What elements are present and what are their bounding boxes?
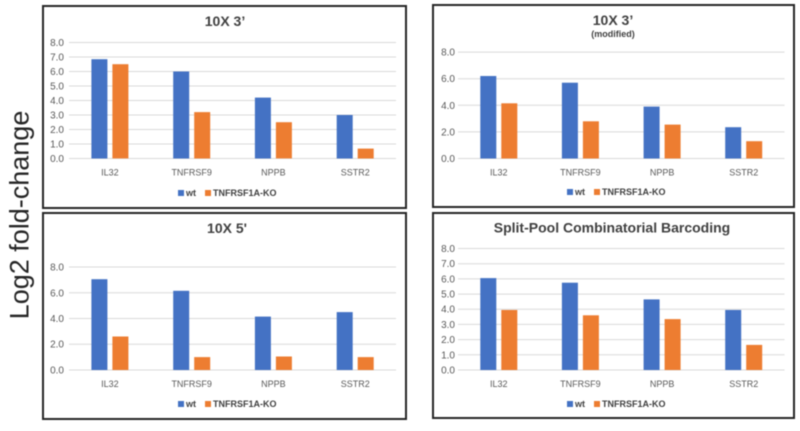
svg-text:IL32: IL32 bbox=[490, 379, 508, 389]
svg-text:1.0: 1.0 bbox=[441, 350, 455, 361]
svg-text:TNFRSF1A-KO: TNFRSF1A-KO bbox=[602, 399, 666, 409]
svg-text:TNFRSF1A-KO: TNFRSF1A-KO bbox=[213, 188, 277, 198]
svg-text:TNFRSF1A-KO: TNFRSF1A-KO bbox=[602, 187, 666, 197]
svg-text:1.0: 1.0 bbox=[50, 140, 64, 151]
svg-text:3.0: 3.0 bbox=[50, 111, 64, 122]
svg-text:10X 3’: 10X 3’ bbox=[205, 13, 245, 29]
svg-text:6.0: 6.0 bbox=[441, 74, 455, 85]
svg-text:wt: wt bbox=[574, 399, 585, 409]
svg-text:IL32: IL32 bbox=[101, 379, 119, 389]
svg-text:10X 3’: 10X 3’ bbox=[593, 12, 633, 28]
svg-text:8.0: 8.0 bbox=[441, 244, 455, 255]
svg-text:wt: wt bbox=[574, 187, 585, 197]
svg-text:SSTR2: SSTR2 bbox=[729, 379, 758, 389]
svg-text:TNFRSF9: TNFRSF9 bbox=[171, 379, 212, 389]
svg-text:0.0: 0.0 bbox=[50, 366, 64, 377]
svg-text:8.0: 8.0 bbox=[50, 263, 64, 274]
svg-text:wt: wt bbox=[185, 399, 196, 409]
svg-text:8.0: 8.0 bbox=[50, 38, 64, 49]
svg-text:IL32: IL32 bbox=[490, 167, 508, 177]
svg-text:wt: wt bbox=[185, 188, 196, 198]
svg-text:4.0: 4.0 bbox=[50, 314, 64, 325]
svg-text:SSTR2: SSTR2 bbox=[729, 167, 758, 177]
svg-text:2.0: 2.0 bbox=[50, 125, 64, 136]
svg-text:TNFRSF9: TNFRSF9 bbox=[560, 379, 601, 389]
svg-text:4.0: 4.0 bbox=[50, 96, 64, 107]
svg-text:TNFRSF1A-KO: TNFRSF1A-KO bbox=[213, 399, 277, 409]
svg-text:0.0: 0.0 bbox=[441, 154, 455, 165]
svg-text:NPPB: NPPB bbox=[261, 167, 286, 177]
svg-text:7.0: 7.0 bbox=[50, 53, 64, 64]
svg-text:6.0: 6.0 bbox=[441, 274, 455, 285]
svg-text:2.0: 2.0 bbox=[441, 335, 455, 346]
svg-text:4.0: 4.0 bbox=[441, 101, 455, 112]
svg-text:(modified): (modified) bbox=[591, 29, 635, 39]
svg-text:7.0: 7.0 bbox=[441, 259, 455, 270]
svg-text:Log2 fold-change: Log2 fold-change bbox=[5, 111, 35, 320]
svg-text:3.0: 3.0 bbox=[441, 320, 455, 331]
svg-text:SSTR2: SSTR2 bbox=[341, 379, 370, 389]
svg-text:8.0: 8.0 bbox=[441, 48, 455, 59]
svg-text:5.0: 5.0 bbox=[441, 290, 455, 301]
svg-text:SSTR2: SSTR2 bbox=[341, 167, 370, 177]
svg-text:10X 5': 10X 5' bbox=[207, 220, 247, 236]
svg-text:2.0: 2.0 bbox=[441, 127, 455, 138]
svg-text:NPPB: NPPB bbox=[261, 379, 286, 389]
svg-text:2.0: 2.0 bbox=[50, 340, 64, 351]
svg-text:0.0: 0.0 bbox=[50, 154, 64, 165]
svg-text:6.0: 6.0 bbox=[50, 288, 64, 299]
svg-text:Split-Pool Combinatorial Barco: Split-Pool Combinatorial Barcoding bbox=[494, 220, 730, 236]
svg-text:6.0: 6.0 bbox=[50, 67, 64, 78]
svg-text:NPPB: NPPB bbox=[650, 167, 675, 177]
svg-text:4.0: 4.0 bbox=[441, 305, 455, 316]
svg-text:TNFRSF9: TNFRSF9 bbox=[560, 167, 601, 177]
svg-text:IL32: IL32 bbox=[101, 167, 119, 177]
svg-text:0.0: 0.0 bbox=[441, 366, 455, 377]
svg-text:TNFRSF9: TNFRSF9 bbox=[171, 167, 212, 177]
svg-text:NPPB: NPPB bbox=[650, 379, 675, 389]
svg-text:5.0: 5.0 bbox=[50, 82, 64, 93]
